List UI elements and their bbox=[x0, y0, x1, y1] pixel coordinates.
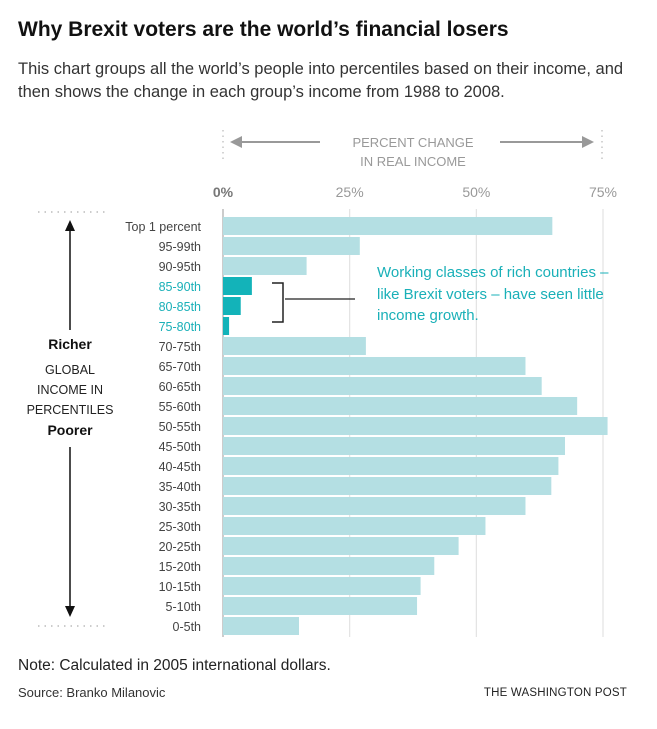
note: Note: Calculated in 2005 international d… bbox=[18, 657, 331, 674]
up-arrowhead-icon bbox=[65, 220, 75, 231]
bar-85-90th bbox=[223, 277, 252, 295]
chart-subtitle: This chart groups all the world’s people… bbox=[18, 60, 624, 101]
bar-top-1-percent bbox=[223, 217, 553, 235]
x-tick-label: 50% bbox=[462, 184, 490, 200]
bracket bbox=[272, 282, 284, 323]
category-label: 55-60th bbox=[159, 400, 201, 414]
bar-60-65th bbox=[223, 377, 542, 395]
x-axis-title: PERCENT CHANGE bbox=[352, 135, 473, 150]
category-label: 20-25th bbox=[159, 540, 201, 554]
category-label: 40-45th bbox=[159, 460, 201, 474]
category-label: 85-90th bbox=[159, 280, 201, 294]
bar-95-99th bbox=[223, 237, 360, 255]
right-arrowhead-icon bbox=[582, 136, 594, 148]
x-tick-label: 25% bbox=[336, 184, 364, 200]
annotation-text: Working classes of rich countries – like… bbox=[377, 264, 609, 324]
left-arrowhead-icon bbox=[230, 136, 242, 148]
bar-50-55th bbox=[223, 417, 608, 435]
bar-20-25th bbox=[223, 537, 459, 555]
x-tick-label: 0% bbox=[213, 184, 234, 200]
bar-10-15th bbox=[223, 577, 421, 595]
category-label: 95-99th bbox=[159, 240, 201, 254]
bar-0-5th bbox=[223, 617, 299, 635]
category-label: 65-70th bbox=[159, 360, 201, 374]
category-label: 0-5th bbox=[173, 620, 202, 634]
y-axis-title: GLOBAL bbox=[45, 363, 95, 377]
category-label: 45-50th bbox=[159, 440, 201, 454]
y-axis-title: INCOME IN bbox=[37, 383, 103, 397]
bar-55-60th bbox=[223, 397, 578, 415]
x-tick-label: 75% bbox=[589, 184, 617, 200]
bar-15-20th bbox=[223, 557, 435, 575]
y-axis-title: PERCENTILES bbox=[27, 403, 114, 417]
category-label: 30-35th bbox=[159, 500, 201, 514]
y-label-poorer: Poorer bbox=[47, 422, 93, 438]
category-label: 60-65th bbox=[159, 380, 201, 394]
bar-70-75th bbox=[223, 337, 366, 355]
category-label: 80-85th bbox=[159, 300, 201, 314]
category-label: 90-95th bbox=[159, 260, 201, 274]
bar-30-35th bbox=[223, 497, 526, 515]
category-label: 25-30th bbox=[159, 520, 201, 534]
y-label-richer: Richer bbox=[48, 336, 92, 352]
bar-75-80th bbox=[223, 317, 230, 335]
bar-65-70th bbox=[223, 357, 526, 375]
category-label: 70-75th bbox=[159, 340, 201, 354]
chart-title: Why Brexit voters are the world’s financ… bbox=[18, 18, 509, 41]
category-label: Top 1 percent bbox=[125, 220, 201, 234]
category-label: 15-20th bbox=[159, 560, 201, 574]
category-label: 5-10th bbox=[166, 600, 201, 614]
bar-5-10th bbox=[223, 597, 418, 615]
bar-25-30th bbox=[223, 517, 486, 535]
x-axis-title: IN REAL INCOME bbox=[360, 154, 466, 169]
category-label: 10-15th bbox=[159, 580, 201, 594]
bar-80-85th bbox=[223, 297, 241, 315]
category-label: 50-55th bbox=[159, 420, 201, 434]
down-arrowhead-icon bbox=[65, 606, 75, 617]
publisher-logo: THE WASHINGTON POST bbox=[483, 687, 627, 699]
bar-35-40th bbox=[223, 477, 552, 495]
bar-40-45th bbox=[223, 457, 559, 475]
bar-45-50th bbox=[223, 437, 565, 455]
bar-90-95th bbox=[223, 257, 307, 275]
category-label: 75-80th bbox=[159, 320, 201, 334]
category-label: 35-40th bbox=[159, 480, 201, 494]
source: Source: Branko Milanovic bbox=[18, 685, 166, 700]
